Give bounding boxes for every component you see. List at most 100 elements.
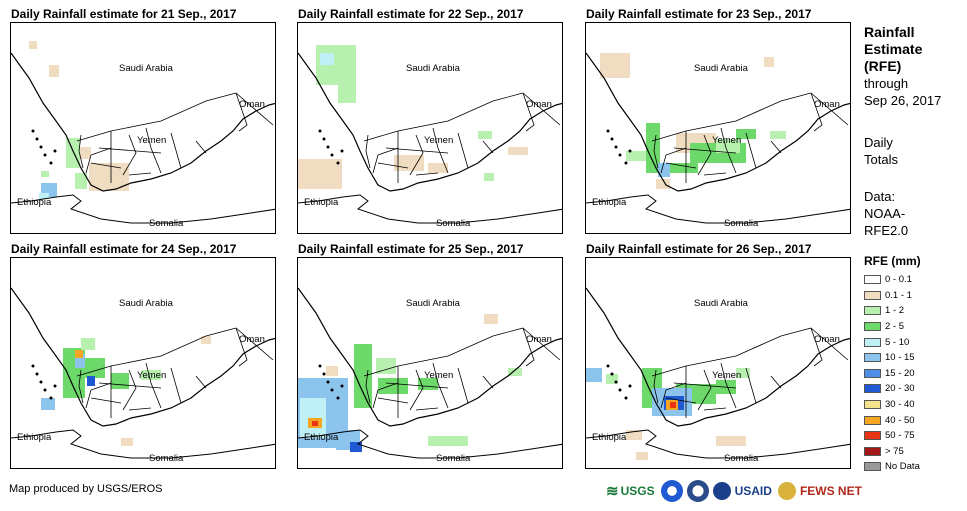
island-mark	[624, 396, 628, 400]
legend-swatch	[864, 306, 881, 316]
admin-border	[703, 172, 727, 176]
africa-coastline	[11, 194, 275, 224]
usgs-wave-icon: ≋	[606, 483, 619, 500]
map-label-somalia: Somalia	[436, 453, 471, 464]
rainfall-area	[428, 163, 448, 173]
legend-label: 0 - 0.1	[885, 274, 912, 286]
sidebar-title: Rainfall Estimate (RFE) through Sep 26, …	[864, 24, 941, 109]
map-label-oman: Oman	[526, 334, 552, 345]
admin-border	[720, 362, 737, 409]
admin-border	[170, 367, 182, 404]
admin-border	[90, 162, 122, 169]
island-mark	[326, 145, 330, 149]
admin-border	[482, 140, 494, 154]
usgs-logo: ≋ USGS	[606, 482, 655, 500]
map-label-ethiopia: Ethiopia	[304, 197, 339, 208]
legend-label: 2 - 5	[885, 321, 905, 333]
doi-seal-icon	[686, 480, 709, 502]
admin-border	[85, 147, 112, 174]
map-label-oman: Oman	[239, 99, 265, 110]
admin-border	[703, 407, 727, 411]
rainfall-area	[320, 53, 334, 65]
legend-swatch	[864, 368, 881, 378]
admin-border	[653, 369, 659, 404]
island-mark	[31, 129, 35, 133]
rainfall-area	[376, 358, 396, 374]
legend-label: > 75	[885, 445, 904, 457]
panel-title-5: Daily Rainfall estimate for 25 Sep., 201…	[298, 242, 524, 256]
island-mark	[39, 145, 43, 149]
map-svg	[298, 287, 562, 459]
admin-border	[810, 327, 849, 361]
panel-title-6: Daily Rainfall estimate for 26 Sep., 201…	[586, 242, 812, 256]
rainfall-area	[600, 53, 630, 78]
map-label-ethiopia: Ethiopia	[17, 197, 52, 208]
legend-label: 5 - 10	[885, 336, 910, 348]
island-mark	[614, 145, 618, 149]
coastline	[11, 287, 275, 427]
panel-title-2: Daily Rainfall estimate for 22 Sep., 201…	[298, 7, 524, 21]
rainfall-area	[478, 131, 492, 139]
admin-border	[78, 134, 84, 169]
map-label-saudi: Saudi Arabia	[119, 298, 173, 309]
admin-border	[660, 382, 687, 409]
title-line-3: (RFE)	[864, 58, 902, 74]
noaa-logo-icon	[660, 480, 683, 502]
title-line-2: Estimate	[864, 41, 923, 57]
rainfall-area	[75, 354, 85, 368]
rainfall-area	[428, 436, 468, 446]
rainfall-area	[736, 368, 750, 378]
map-label-oman: Oman	[814, 99, 840, 110]
admin-border	[770, 375, 782, 389]
rainfall-area	[508, 368, 522, 376]
island-mark	[43, 153, 47, 157]
rainfall-area	[312, 421, 318, 426]
map-label-saudi: Saudi Arabia	[694, 63, 748, 74]
coastline	[298, 287, 562, 427]
admin-border	[745, 367, 757, 404]
legend-rows: 0 - 0.1 0.1 - 1 1 - 2 2 - 5 5 - 10 10 - 15 15 …	[864, 272, 921, 475]
legend-label: 15 - 20	[885, 367, 915, 379]
map-label-saudi: Saudi Arabia	[119, 63, 173, 74]
admin-border	[409, 369, 424, 411]
island-mark	[318, 364, 322, 368]
island-mark	[39, 380, 43, 384]
admin-border	[432, 362, 449, 409]
admin-border	[76, 92, 237, 142]
rainfall-area	[111, 373, 129, 389]
legend-label: 10 - 15	[885, 352, 915, 364]
africa-coastline	[11, 429, 275, 459]
map-label-somalia: Somalia	[436, 218, 471, 229]
admin-border	[651, 92, 812, 142]
island-mark	[610, 137, 614, 141]
legend-item: 30 - 40	[864, 397, 921, 413]
map-svg	[586, 52, 850, 224]
rainfall-area	[394, 155, 424, 171]
rainfall-area	[716, 139, 740, 153]
map-panel-4: Saudi Arabia Oman Yemen Ethiopia Somalia	[10, 257, 276, 469]
legend-item: 20 - 30	[864, 381, 921, 397]
rainfall-area	[75, 173, 87, 189]
africa-coastline	[586, 429, 850, 459]
admin-border	[522, 327, 561, 361]
legend-swatch	[864, 384, 881, 394]
admin-border	[522, 327, 535, 367]
usaid-seal-icon	[712, 482, 731, 500]
sidebar-daily: Daily Totals	[864, 134, 898, 168]
admin-border	[363, 92, 524, 142]
island-mark	[628, 149, 632, 153]
map-label-somalia: Somalia	[724, 453, 759, 464]
island-mark	[624, 161, 628, 165]
admin-border	[365, 369, 371, 404]
footer-credit: Map produced by USGS/EROS	[9, 483, 163, 495]
legend-item: No Data	[864, 459, 921, 475]
usaid-logo-text: USAID	[734, 484, 772, 498]
coastline	[298, 52, 562, 192]
rainfall-area	[29, 41, 37, 49]
legend-swatch	[864, 275, 881, 285]
island-mark	[322, 372, 326, 376]
fewsnet-globe-icon	[777, 482, 796, 500]
admin-border	[145, 362, 162, 409]
through-date: Sep 26, 2017	[864, 93, 942, 108]
admin-border	[432, 127, 449, 174]
